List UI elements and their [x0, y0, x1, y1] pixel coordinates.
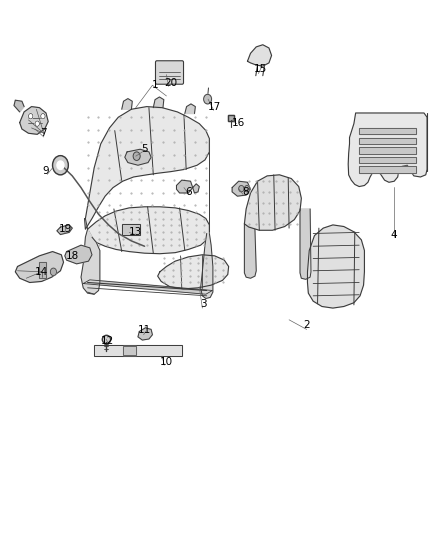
Bar: [94, 345, 182, 356]
Text: 18: 18: [66, 251, 79, 261]
Circle shape: [204, 94, 212, 104]
Bar: [39, 262, 46, 278]
Polygon shape: [307, 225, 364, 308]
Text: 6: 6: [185, 187, 192, 197]
Circle shape: [244, 185, 250, 192]
Polygon shape: [83, 280, 212, 294]
Text: 11: 11: [138, 326, 151, 335]
Polygon shape: [244, 224, 256, 278]
Text: 8: 8: [242, 187, 249, 197]
Polygon shape: [14, 100, 24, 112]
Polygon shape: [122, 99, 132, 109]
Bar: [94, 345, 182, 356]
Polygon shape: [193, 184, 199, 193]
Circle shape: [53, 156, 68, 175]
Circle shape: [239, 185, 244, 192]
Text: 16: 16: [232, 118, 245, 127]
Bar: [359, 138, 416, 144]
Bar: [123, 346, 136, 355]
Polygon shape: [244, 175, 301, 230]
Text: 10: 10: [160, 358, 173, 367]
Bar: [359, 147, 416, 154]
Text: 17: 17: [208, 102, 221, 111]
Polygon shape: [300, 209, 311, 279]
Circle shape: [50, 268, 57, 276]
Bar: [123, 346, 136, 355]
FancyBboxPatch shape: [155, 61, 184, 84]
Polygon shape: [81, 229, 100, 294]
Text: 13: 13: [129, 227, 142, 237]
Bar: [359, 157, 416, 163]
Text: 14: 14: [35, 267, 48, 277]
Bar: [359, 166, 416, 173]
Polygon shape: [153, 97, 164, 108]
Polygon shape: [158, 255, 229, 289]
Text: 9: 9: [42, 166, 49, 175]
Bar: [359, 128, 416, 134]
Polygon shape: [125, 149, 151, 165]
Polygon shape: [177, 180, 193, 193]
Circle shape: [57, 161, 64, 169]
Polygon shape: [348, 113, 427, 187]
Polygon shape: [20, 107, 48, 134]
Text: 12: 12: [101, 336, 114, 346]
Bar: [359, 128, 416, 134]
Polygon shape: [185, 104, 195, 114]
Polygon shape: [201, 233, 213, 298]
Text: 3: 3: [200, 299, 207, 309]
Text: 7: 7: [40, 128, 47, 138]
Bar: [359, 166, 416, 173]
Circle shape: [28, 114, 33, 119]
Bar: [122, 224, 140, 235]
Polygon shape: [88, 207, 209, 254]
Polygon shape: [15, 252, 64, 282]
Polygon shape: [57, 225, 72, 235]
Polygon shape: [247, 45, 272, 66]
Polygon shape: [85, 107, 209, 229]
Polygon shape: [138, 328, 152, 340]
Polygon shape: [232, 181, 251, 196]
Bar: [359, 138, 416, 144]
Bar: [122, 224, 140, 235]
Text: 2: 2: [303, 320, 310, 330]
Circle shape: [35, 121, 39, 126]
Text: 19: 19: [59, 224, 72, 234]
Text: 5: 5: [141, 144, 148, 154]
Bar: [39, 262, 46, 278]
Text: 4: 4: [391, 230, 398, 239]
Text: 15: 15: [254, 64, 267, 74]
Text: 20: 20: [164, 78, 177, 87]
Text: 1: 1: [152, 80, 159, 90]
Polygon shape: [65, 245, 92, 264]
Circle shape: [133, 152, 140, 160]
Bar: [359, 147, 416, 154]
Bar: [359, 157, 416, 163]
Circle shape: [41, 114, 45, 119]
